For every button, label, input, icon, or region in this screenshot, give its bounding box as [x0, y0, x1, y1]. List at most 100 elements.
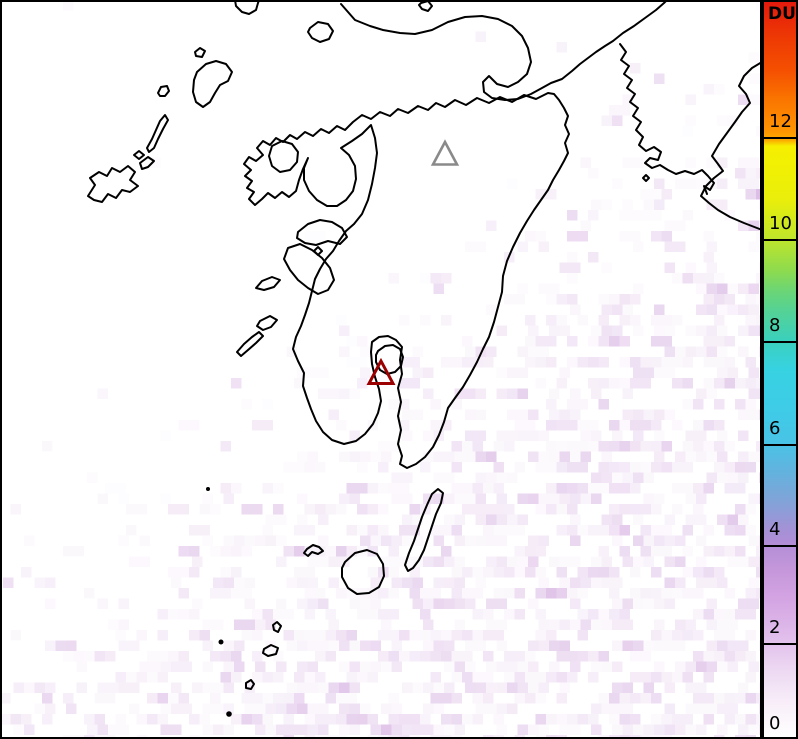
noise-pixel [664, 598, 675, 609]
goto-island-5-coastline [157, 85, 170, 97]
iki-island-coastline [307, 21, 334, 43]
noise-pixel [339, 325, 350, 336]
noise-pixel [423, 703, 434, 714]
noise-pixel [528, 724, 539, 735]
noise-pixel [118, 535, 129, 546]
noise-pixel [486, 514, 497, 525]
noise-pixel [465, 640, 486, 651]
noise-pixel [21, 567, 32, 578]
noise-pixel [696, 493, 707, 504]
noise-pixel [360, 451, 371, 462]
noise-pixel [472, 441, 483, 452]
colorbar-tick-label: 2 [769, 617, 781, 638]
noise-pixel [294, 672, 305, 683]
noise-pixel [686, 116, 697, 127]
noise-pixel [483, 630, 504, 641]
noise-pixel [433, 682, 455, 693]
noise-pixel [538, 724, 549, 735]
noise-pixel [391, 577, 402, 588]
noise-pixel [696, 451, 717, 462]
noise-pixel [496, 388, 518, 399]
noise-pixel [598, 693, 609, 704]
noise-pixel [559, 640, 570, 651]
noise-pixel [378, 462, 389, 473]
noise-pixel [612, 304, 633, 315]
noise-pixel [231, 378, 242, 389]
noise-pixel [213, 577, 234, 588]
noise-pixel [651, 546, 672, 557]
noise-pixel [412, 367, 434, 378]
noise-pixel [630, 315, 641, 326]
noise-pixel [643, 409, 665, 420]
noise-pixel [297, 703, 308, 714]
colorbar: DU 12 10 8 6 4 2 0 [762, 0, 798, 739]
noise-pixel [381, 703, 392, 714]
noise-pixel [640, 693, 662, 704]
noise-pixel [601, 472, 612, 483]
noise-pixel [724, 651, 746, 662]
noise-pixel [252, 672, 273, 683]
noise-pixel [675, 535, 686, 546]
noise-pixel [735, 693, 746, 704]
noise-pixel [336, 315, 347, 326]
noise-pixel [598, 651, 609, 662]
noise-pixel [591, 199, 602, 210]
noise-pixel [717, 619, 738, 630]
noise-pixel [672, 672, 683, 683]
noise-pixel [178, 420, 200, 431]
noise-pixel [168, 609, 179, 620]
noise-pixel [591, 472, 602, 483]
noise-pixel [601, 304, 623, 315]
noise-pixel [286, 346, 297, 357]
noise-pixel [357, 378, 368, 389]
noise-pixel [220, 483, 231, 494]
noise-pixel [483, 504, 504, 515]
noise-pixel [685, 430, 707, 441]
noise-pixel [472, 714, 483, 725]
noise-pixel [307, 661, 318, 672]
noise-pixel [3, 577, 14, 588]
noise-pixel [286, 682, 297, 693]
noise-pixel [42, 441, 53, 452]
top-islet-coastline [418, 0, 433, 12]
noise-pixel [255, 703, 266, 714]
noise-pixel [535, 630, 546, 641]
noise-pixel [325, 609, 336, 620]
noise-pixel [706, 304, 717, 315]
noise-pixel [559, 577, 570, 588]
noise-pixel [696, 556, 707, 567]
noise-pixel [367, 588, 389, 599]
noise-pixel [609, 609, 620, 620]
noise-pixel [577, 630, 588, 641]
noise-pixel [612, 472, 633, 483]
noise-pixel [714, 630, 735, 641]
noise-pixel [465, 409, 476, 420]
noise-pixel [336, 546, 347, 557]
noise-pixel [462, 357, 483, 368]
noise-pixel [654, 430, 665, 441]
noise-pixel [549, 661, 560, 672]
noise-pixel [339, 640, 350, 651]
noise-pixel [598, 378, 609, 389]
kuchinoerabu-island-coastline [303, 544, 324, 557]
noise-pixel [360, 640, 381, 651]
noise-pixel [433, 724, 444, 735]
noise-pixel [420, 588, 441, 599]
noise-pixel [339, 388, 350, 399]
noise-pixel [307, 640, 329, 651]
noise-pixel [756, 378, 762, 389]
noise-pixel [486, 304, 497, 315]
noise-pixel [525, 651, 536, 662]
noise-pixel [171, 577, 182, 588]
noise-pixel [262, 525, 273, 536]
noise-pixel [318, 682, 329, 693]
noise-pixel [318, 724, 329, 735]
noise-pixel [525, 315, 536, 326]
noise-pixel [223, 535, 245, 546]
noise-pixel [255, 619, 276, 630]
noise-pixel [654, 325, 665, 336]
noise-pixel [706, 157, 717, 168]
noise-pixel [654, 598, 675, 609]
noise-pixel [717, 451, 728, 462]
noise-pixel [703, 231, 714, 242]
